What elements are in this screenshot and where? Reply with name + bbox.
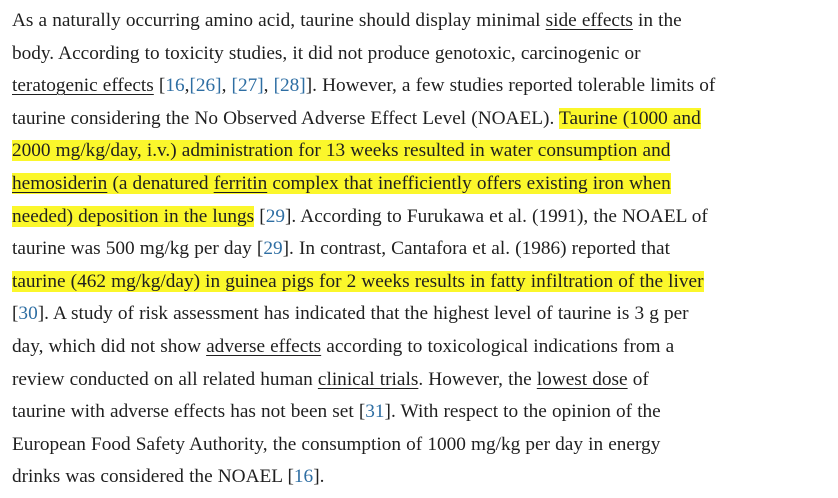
- text-span: review conducted on all related human: [12, 368, 318, 390]
- text-span: complex that inefficiently offers existi…: [267, 172, 671, 194]
- text-span: [: [12, 303, 19, 325]
- text-span: (a denatured: [107, 172, 214, 194]
- citation-link-29[interactable]: 29: [265, 205, 285, 227]
- text-span: ]. According to Furukawa et al. (1991), …: [285, 205, 708, 227]
- text-span: . However, the: [418, 368, 537, 390]
- text-span: of: [627, 368, 649, 390]
- text-line: review conducted on all related human cl…: [12, 364, 830, 397]
- glossary-link-clinical-trials[interactable]: clinical trials: [317, 368, 419, 390]
- text-span: according to toxicological indications f…: [321, 335, 675, 357]
- text-span: European Food Safety Authority, the cons…: [12, 433, 661, 455]
- text-line: needed) deposition in the lungs [29]. Ac…: [12, 201, 830, 234]
- glossary-link-side-effects[interactable]: side effects: [545, 10, 633, 31]
- citation-link-16[interactable]: 16: [293, 466, 314, 488]
- citation-link-30[interactable]: 30: [18, 303, 38, 325]
- text-line: taurine was 500 mg/kg per day [29]. In c…: [12, 233, 830, 266]
- text-span: ].: [313, 466, 325, 488]
- glossary-link-adverse-effects[interactable]: adverse effects: [206, 335, 322, 357]
- citation-link-16[interactable]: 16: [165, 75, 185, 97]
- highlighted-text: needed) deposition in the lungs: [12, 205, 255, 227]
- text-span: ]. A study of risk assessment has indica…: [37, 303, 689, 325]
- glossary-link-lowest-dose[interactable]: lowest dose: [536, 368, 628, 390]
- text-span: ]. With respect to the opinion of the: [384, 401, 661, 423]
- text-span: [: [254, 205, 266, 227]
- citation-link-28[interactable]: [28]: [273, 75, 306, 97]
- text-span: drinks was considered the NOAEL [: [12, 466, 294, 488]
- glossary-link-teratogenic-effects[interactable]: teratogenic effects: [12, 75, 154, 97]
- text-line: body. According to toxicity studies, it …: [12, 38, 830, 71]
- citation-link-29[interactable]: 29: [263, 238, 283, 260]
- text-span: day, which did not show: [12, 335, 207, 357]
- text-span: [: [153, 75, 166, 97]
- text-line: European Food Safety Authority, the cons…: [12, 429, 830, 462]
- highlighted-text: 2000 mg/kg/day, i.v.) administration for…: [12, 140, 671, 162]
- text-span: body. According to toxicity studies, it …: [12, 42, 641, 64]
- text-span: taurine with adverse effects has not bee…: [12, 401, 366, 423]
- text-line: [30]. A study of risk assessment has ind…: [12, 298, 830, 331]
- citation-link-31[interactable]: 31: [365, 401, 385, 423]
- glossary-link-hemosiderin[interactable]: hemosiderin: [12, 172, 108, 194]
- text-span: ,: [221, 75, 232, 97]
- highlighted-text: Taurine (1000 and: [559, 107, 701, 129]
- text-line: day, which did not show adverse effects …: [12, 331, 830, 364]
- highlighted-text: hemosiderin (a denatured ferritin comple…: [12, 172, 671, 194]
- text-line: taurine (462 mg/kg/day) in guinea pigs f…: [12, 266, 830, 299]
- text-span: ,: [263, 75, 274, 97]
- text-line: teratogenic effects [16,[26], [27], [28]…: [12, 70, 830, 103]
- text-line: hemosiderin (a denatured ferritin comple…: [12, 168, 830, 201]
- text-line: taurine with adverse effects has not bee…: [12, 396, 830, 429]
- text-line: drinks was considered the NOAEL [16].: [12, 461, 830, 494]
- highlighted-text: taurine (462 mg/kg/day) in guinea pigs f…: [12, 270, 704, 292]
- text-span: ]. In contrast, Cantafora et al. (1986) …: [282, 238, 670, 260]
- citation-link-27[interactable]: [27]: [231, 75, 264, 97]
- glossary-link-ferritin[interactable]: ferritin: [213, 172, 268, 194]
- text-span: ]. However, a few studies reported toler…: [305, 75, 716, 97]
- text-span: taurine considering the No Observed Adve…: [12, 107, 560, 129]
- text-span: in the: [632, 10, 682, 31]
- text-span: As a naturally occurring amino acid, tau…: [12, 10, 546, 31]
- text-span: taurine was 500 mg/kg per day [: [12, 238, 264, 260]
- text-line: As a naturally occurring amino acid, tau…: [12, 5, 830, 38]
- text-line: 2000 mg/kg/day, i.v.) administration for…: [12, 135, 830, 168]
- citation-link-26[interactable]: [26]: [189, 75, 222, 97]
- text-line: taurine considering the No Observed Adve…: [12, 103, 830, 136]
- text-span: ,: [184, 75, 190, 97]
